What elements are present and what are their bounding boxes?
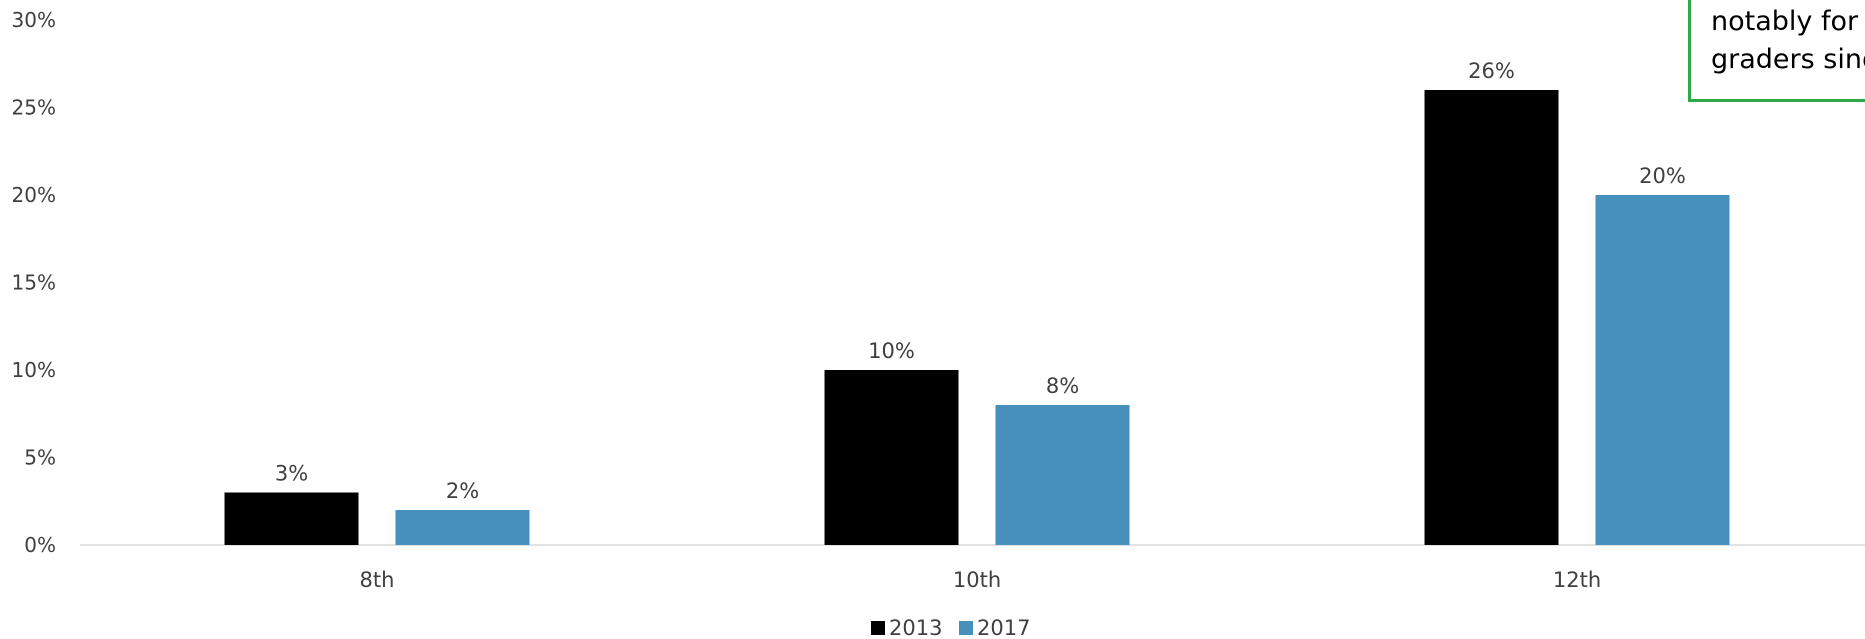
legend-swatch-2017: [959, 621, 973, 635]
x-tick-label: 10th: [953, 568, 1001, 592]
data-label: 2%: [446, 479, 479, 503]
legend: 2013 2017: [871, 616, 1030, 639]
data-label: 26%: [1468, 59, 1515, 83]
y-tick-label: 25%: [12, 96, 56, 120]
data-label: 10%: [868, 339, 915, 363]
bar-2017-10th: [996, 405, 1130, 545]
y-axis-tick-labels: 0% 5% 10% 15% 20% 25% 30%: [12, 8, 56, 557]
bar-2013-10th: [825, 370, 959, 545]
data-label: 8%: [1046, 374, 1079, 398]
bars-group: 3% 2% 10% 8% 26% 20%: [225, 59, 1730, 545]
y-tick-label: 15%: [12, 271, 56, 295]
legend-label: 2013: [889, 616, 942, 639]
legend-label: 2017: [977, 616, 1030, 639]
annotation-callout: notably for graders sinc: [1688, 0, 1865, 102]
annotation-line-2: graders sinc: [1711, 41, 1865, 79]
y-tick-label: 20%: [12, 183, 56, 207]
bar-2017-12th: [1596, 195, 1730, 545]
data-label: 20%: [1639, 164, 1686, 188]
x-tick-label: 12th: [1553, 568, 1601, 592]
y-tick-label: 0%: [24, 533, 56, 557]
bar-2013-12th: [1425, 90, 1559, 545]
legend-swatch-2013: [871, 621, 885, 635]
x-tick-label: 8th: [360, 568, 395, 592]
bar-2017-8th: [396, 510, 530, 545]
y-tick-label: 5%: [24, 446, 56, 470]
y-tick-label: 30%: [12, 8, 56, 32]
annotation-line-1: notably for: [1711, 3, 1865, 41]
x-axis-tick-labels: 8th 10th 12th: [360, 568, 1602, 592]
data-label: 3%: [275, 462, 308, 486]
y-tick-label: 10%: [12, 358, 56, 382]
bar-2013-8th: [225, 493, 359, 546]
